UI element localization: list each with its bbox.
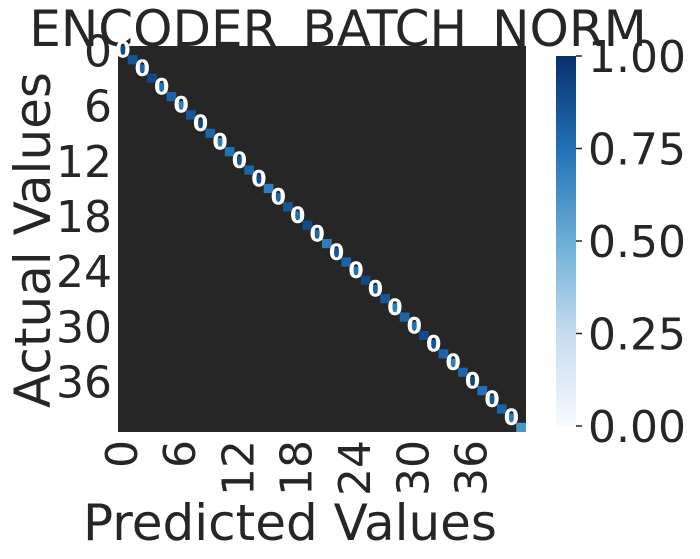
cell-annotation: 0 xyxy=(348,259,363,284)
colorbar xyxy=(556,56,576,426)
cell-annotation: 0 xyxy=(212,131,227,156)
heatmap-cell xyxy=(477,386,488,396)
cell-annotation: 0 xyxy=(115,39,130,64)
y-tick-label: 30 xyxy=(56,302,112,353)
x-tick-labels: 0 6 12 18 24 30 36 xyxy=(97,440,498,496)
cell-annotation: 0 xyxy=(154,75,169,100)
heatmap-cell xyxy=(419,330,429,341)
heatmap-cell xyxy=(176,101,186,111)
heatmap-cell xyxy=(292,211,303,221)
heatmap-cells xyxy=(118,46,526,432)
heatmap-cell xyxy=(409,321,420,331)
heatmap-cell xyxy=(467,376,478,387)
heatmap-cell xyxy=(234,156,245,166)
heatmap-cell xyxy=(254,174,264,184)
heatmap-cell xyxy=(438,349,449,359)
cell-annotation: 0 xyxy=(309,222,324,247)
heatmap-cell xyxy=(127,55,138,65)
heatmap-cell xyxy=(399,312,410,322)
y-tick-label: 36 xyxy=(56,358,112,409)
heatmap-cell xyxy=(263,183,274,194)
cell-annotation: 0 xyxy=(251,167,266,192)
colorbar-tick-label: 0.25 xyxy=(588,310,686,361)
heatmap-cell xyxy=(156,82,167,92)
cell-annotation: 0 xyxy=(445,351,460,376)
cell-annotation: 0 xyxy=(290,204,305,229)
cell-annotation: 0 xyxy=(232,149,247,174)
colorbar-tick-label: 0.00 xyxy=(588,402,686,453)
y-tick-label: 12 xyxy=(56,137,112,188)
heatmap-cell xyxy=(137,64,148,74)
cell-annotation: 0 xyxy=(173,94,188,119)
cell-annotation: 0 xyxy=(193,112,208,137)
cell-annotation: 0 xyxy=(135,57,150,82)
y-tick-label: 18 xyxy=(56,192,112,243)
x-tick-label: 18 xyxy=(272,440,323,496)
heatmap-cell xyxy=(224,147,235,157)
heatmap-cell xyxy=(351,266,361,276)
heatmap-cell xyxy=(283,202,293,212)
x-tick-label: 30 xyxy=(388,440,439,496)
heatmap-cell xyxy=(380,294,390,304)
heatmap-cell xyxy=(496,404,507,414)
cell-annotation: 0 xyxy=(465,369,480,394)
heatmap-cell xyxy=(341,257,352,267)
cell-annotation: 0 xyxy=(407,314,422,339)
heatmap-cell xyxy=(516,422,526,432)
colorbar-tick-label: 1.00 xyxy=(588,32,686,83)
heatmap-cell xyxy=(458,367,468,377)
x-tick-label: 6 xyxy=(155,440,206,468)
cell-annotation: 0 xyxy=(484,388,499,413)
heatmap-cell xyxy=(370,284,381,295)
heatmap-cell xyxy=(390,303,400,313)
x-axis-label: Predicted Values xyxy=(83,494,497,552)
heatmap-cell xyxy=(448,358,458,368)
heatmap-cell xyxy=(506,413,517,423)
x-tick-label: 12 xyxy=(213,440,264,496)
heatmap-cell xyxy=(205,128,216,138)
heatmap-cell xyxy=(186,110,196,120)
cell-annotation: 0 xyxy=(329,241,344,266)
x-tick-label: 24 xyxy=(330,440,381,496)
heatmap-cell xyxy=(487,395,497,405)
heatmap-cell xyxy=(322,239,332,249)
heatmap-cell xyxy=(195,119,206,129)
cell-annotation: 0 xyxy=(271,186,286,211)
cell-annotation: 0 xyxy=(504,406,519,431)
heatmap-cell xyxy=(273,193,284,203)
heatmap-cell xyxy=(118,46,128,56)
cell-annotation: 0 xyxy=(426,333,441,358)
heatmap-cell xyxy=(166,91,177,102)
y-tick-label: 0 xyxy=(84,27,112,78)
heatmap-cell xyxy=(428,340,439,350)
heatmap-cell xyxy=(312,229,322,239)
heatmap-cell xyxy=(302,220,313,230)
colorbar-tick-label: 0.50 xyxy=(588,217,686,268)
x-tick-label: 0 xyxy=(97,440,148,468)
heatmap-cell xyxy=(147,73,157,83)
y-axis-label: Actual Values xyxy=(4,72,62,408)
heatmap-cell xyxy=(360,275,371,285)
heatmap-cell xyxy=(244,165,254,175)
cell-annotation: 0 xyxy=(387,296,402,321)
colorbar-tick-labels: 0.00 0.25 0.50 0.75 1.00 xyxy=(576,32,686,453)
y-tick-label: 24 xyxy=(56,247,112,298)
cell-annotation: 0 xyxy=(368,278,383,303)
x-tick-label: 36 xyxy=(447,440,498,496)
heatmap-cell xyxy=(331,248,342,258)
y-tick-label: 6 xyxy=(84,82,112,133)
colorbar-tick-label: 0.75 xyxy=(588,125,686,176)
heatmap-cell xyxy=(215,137,225,148)
